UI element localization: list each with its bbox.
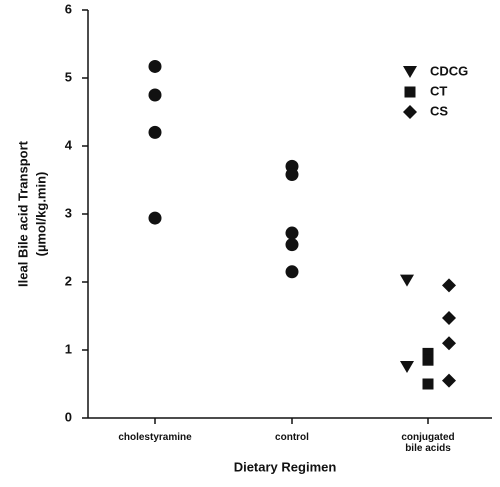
y-tick-label: 0: [65, 409, 72, 424]
y-axis-title: Ileal Bile acid Transport: [15, 140, 30, 287]
legend-label: CT: [430, 83, 447, 98]
point: [442, 278, 456, 293]
y-tick-label: 5: [65, 69, 72, 84]
point: [148, 211, 162, 225]
y-axis-title: (µmol/kg.min): [33, 172, 48, 257]
x-axis-title: Dietary Regimen: [234, 459, 337, 474]
point: [422, 347, 434, 359]
point: [148, 59, 162, 73]
point: [422, 378, 434, 390]
point: [422, 354, 434, 366]
point: [285, 226, 299, 240]
point: [442, 336, 456, 351]
point: [148, 88, 162, 102]
legend-marker: [403, 105, 417, 119]
y-tick-label: 2: [65, 273, 72, 288]
y-tick-label: 1: [65, 341, 72, 356]
point: [442, 373, 456, 388]
x-tick-label: control: [275, 432, 309, 443]
x-tick-label-box: conjugated bile acids: [401, 432, 455, 454]
y-tick-label: 4: [65, 137, 73, 152]
point: [400, 274, 414, 287]
legend-marker: [403, 66, 417, 78]
point: [442, 311, 456, 326]
legend-label: CS: [430, 103, 448, 118]
x-tick-label-box: control: [275, 432, 309, 443]
legend-label: CDCG: [430, 63, 468, 78]
point: [285, 168, 299, 182]
y-tick-label: 6: [65, 1, 72, 16]
point: [148, 125, 162, 139]
legend-marker: [404, 86, 416, 98]
point: [285, 238, 299, 252]
point: [400, 361, 414, 373]
point: [285, 265, 299, 279]
x-tick-label: conjugated bile acids: [401, 432, 455, 454]
y-tick-label: 3: [65, 205, 72, 220]
x-tick-label: cholestyramine: [118, 432, 192, 443]
x-tick-label-box: cholestyramine: [118, 432, 192, 443]
